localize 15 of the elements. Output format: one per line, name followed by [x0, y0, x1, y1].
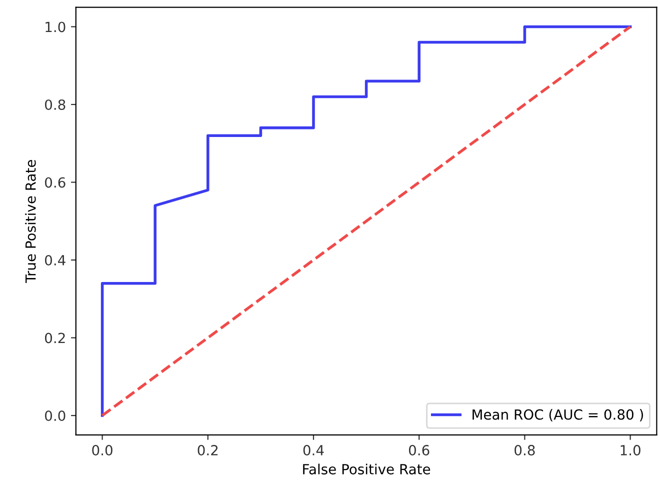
y-tick-label: 0.8 [45, 99, 66, 110]
x-tick-label: 0.8 [514, 444, 535, 456]
x-tick-label: 0.2 [198, 444, 218, 456]
legend-label: Mean ROC (AUC = 0.80 ) [472, 409, 644, 422]
y-tick-label: 0.4 [45, 254, 66, 266]
x-tick-label: 0.4 [303, 444, 324, 456]
y-tick-label: 1.0 [46, 22, 66, 32]
x-axis-title: False Positive Rate [303, 464, 430, 474]
y-tick-label: 0.0 [45, 410, 66, 422]
y-axis-title: True Positive Rate [25, 160, 36, 284]
x-tick-label: 1.0 [620, 444, 640, 456]
y-tick-label: 0.6 [45, 177, 66, 188]
x-tick-label: 0.0 [92, 444, 112, 456]
y-tick-label: 0.2 [45, 332, 65, 344]
x-tick-label: 0.6 [408, 444, 430, 456]
